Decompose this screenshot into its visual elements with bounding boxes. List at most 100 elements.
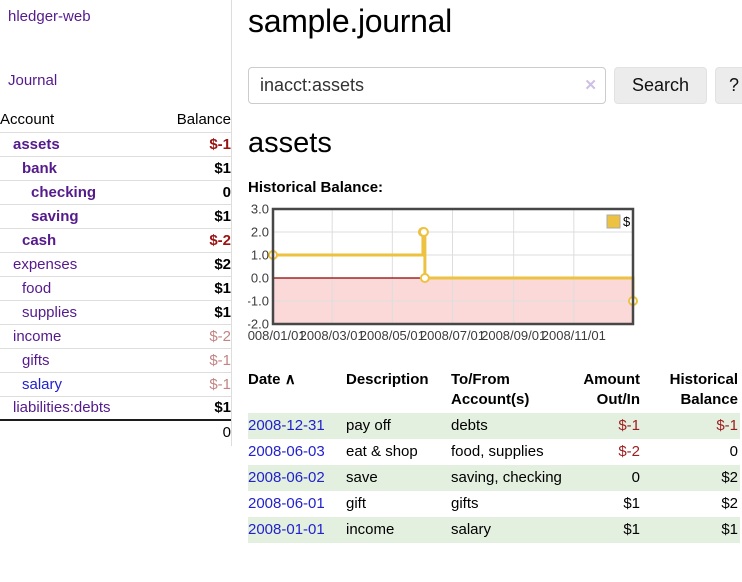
svg-text:0.0: 0.0 xyxy=(251,271,269,286)
sort-asc-icon: ∧ xyxy=(284,371,296,388)
transaction-date-link[interactable]: 2008-01-01 xyxy=(248,521,325,538)
chart-title-label: Historical Balance: xyxy=(248,179,384,196)
account-row: expenses $2 xyxy=(0,252,231,277)
transaction-date-link[interactable]: 2008-06-01 xyxy=(248,495,325,512)
col-header-description: Description xyxy=(346,371,429,388)
svg-text:3.0: 3.0 xyxy=(251,202,269,217)
col-header-balance: Historical Balance xyxy=(669,371,738,408)
svg-text:2.0: 2.0 xyxy=(251,225,269,240)
transaction-balance: $2 xyxy=(721,469,738,486)
account-row: gifts $-1 xyxy=(0,348,231,373)
account-row: cash $-2 xyxy=(0,228,231,253)
accounts-table: Account Balance assets $-1 bank $1 check… xyxy=(0,108,231,444)
transaction-row: 2008-06-02 save saving, checking 0 $2 xyxy=(248,465,740,491)
account-row: supplies $1 xyxy=(0,300,231,325)
transaction-row: 2008-12-31 pay off debts $-1 $-1 xyxy=(248,413,740,439)
account-link[interactable]: assets xyxy=(13,135,60,153)
account-link[interactable]: liabilities:debts xyxy=(13,399,111,417)
accounts-total-row: 0 xyxy=(0,419,231,444)
transaction-amount: $-2 xyxy=(618,443,640,460)
transaction-description: pay off xyxy=(346,417,391,434)
transaction-description: save xyxy=(346,469,378,486)
svg-text:2008/01/01: 2008/01/01 xyxy=(248,328,306,343)
transaction-accounts: food, supplies xyxy=(451,443,544,460)
transaction-description: eat & shop xyxy=(346,443,418,460)
transaction-row: 2008-01-01 income salary $1 $1 xyxy=(248,517,740,543)
transaction-amount: $-1 xyxy=(618,417,640,434)
svg-text:2008/07/01: 2008/07/01 xyxy=(420,328,485,343)
account-balance: $-1 xyxy=(154,132,231,157)
page-title: sample.journal xyxy=(248,3,452,39)
account-balance: $-1 xyxy=(154,372,231,397)
account-link[interactable]: supplies xyxy=(22,303,78,321)
accounts-header-balance: Balance xyxy=(154,108,231,133)
transaction-balance: $-1 xyxy=(716,417,738,434)
svg-text:-2.0: -2.0 xyxy=(248,317,269,332)
svg-text:-1.0: -1.0 xyxy=(248,294,269,309)
account-link[interactable]: expenses xyxy=(13,255,78,273)
account-heading: assets xyxy=(248,127,332,159)
account-link[interactable]: checking xyxy=(31,183,97,201)
account-row: salary $-1 xyxy=(0,372,231,397)
transactions-table: Date ∧ Description To/From Account(s) Am… xyxy=(248,367,740,543)
account-balance: 0 xyxy=(154,180,231,205)
transaction-amount: $1 xyxy=(623,521,640,538)
accounts-header-row: Account Balance xyxy=(0,108,231,133)
account-balance: $1 xyxy=(154,396,231,421)
account-balance: $-2 xyxy=(154,228,231,253)
accounts-header-account: Account xyxy=(0,108,155,133)
account-row: saving $1 xyxy=(0,204,231,229)
account-balance: $1 xyxy=(154,276,231,301)
help-button[interactable]: ? xyxy=(715,67,742,104)
account-link[interactable]: salary xyxy=(22,375,63,393)
account-row: assets $-1 xyxy=(0,132,231,157)
col-header-date[interactable]: Date ∧ xyxy=(248,371,296,388)
account-link[interactable]: cash xyxy=(22,231,57,249)
search-button[interactable]: Search xyxy=(614,67,708,104)
account-link[interactable]: food xyxy=(22,279,52,297)
transactions-table-body: 2008-12-31 pay off debts $-1 $-1 2008-06… xyxy=(248,413,740,543)
transaction-amount: 0 xyxy=(631,469,640,486)
transaction-balance: $2 xyxy=(721,495,738,512)
transaction-accounts: salary xyxy=(451,521,492,538)
account-balance: $1 xyxy=(154,300,231,325)
search-input[interactable] xyxy=(248,67,606,104)
transaction-date-link[interactable]: 2008-06-02 xyxy=(248,469,325,486)
transactions-header-row: Date ∧ Description To/From Account(s) Am… xyxy=(248,367,740,413)
svg-text:2008/09/01: 2008/09/01 xyxy=(481,328,546,343)
brand-link[interactable]: hledger-web xyxy=(8,8,91,25)
transaction-date-link[interactable]: 2008-06-03 xyxy=(248,443,325,460)
accounts-table-body: assets $-1 bank $1 checking 0 saving $1 … xyxy=(0,132,231,421)
transaction-description: gift xyxy=(346,495,367,512)
account-link[interactable]: bank xyxy=(22,159,58,177)
svg-text:2008/03/01: 2008/03/01 xyxy=(300,328,365,343)
historical-balance-chart: $3.0 2.0 1.0 0.0 -1.0 -2.02008/01/012008/03/0… xyxy=(240,202,742,349)
transaction-amount: $1 xyxy=(623,495,640,512)
transaction-row: 2008-06-03 eat & shop food, supplies $-2… xyxy=(248,439,740,465)
account-balance: $-2 xyxy=(154,324,231,349)
svg-text:1.0: 1.0 xyxy=(251,248,269,263)
account-link[interactable]: saving xyxy=(31,207,79,225)
transaction-accounts: gifts xyxy=(451,495,479,512)
transaction-row: 2008-06-01 gift gifts $1 $2 xyxy=(248,491,740,517)
account-balance: $1 xyxy=(154,156,231,181)
account-row: checking 0 xyxy=(0,180,231,205)
sidebar: hledger-web Journal Account Balance asse… xyxy=(0,0,232,446)
account-row: liabilities:debts $1 xyxy=(0,396,231,421)
transaction-accounts: saving, checking xyxy=(451,469,562,486)
account-balance: $1 xyxy=(154,204,231,229)
transaction-date-link[interactable]: 2008-12-31 xyxy=(248,417,325,434)
account-link[interactable]: gifts xyxy=(22,351,50,369)
legend-swatch xyxy=(606,214,621,229)
search-input-wrap: ✕ xyxy=(248,67,606,104)
legend-label: $ xyxy=(623,214,631,229)
transaction-accounts: debts xyxy=(451,417,488,434)
sidebar-item-journal[interactable]: Journal xyxy=(8,72,58,89)
search-row: ✕ Search ? xyxy=(248,67,742,104)
account-row: food $1 xyxy=(0,276,231,301)
clear-search-icon[interactable]: ✕ xyxy=(584,77,597,94)
account-row: income $-2 xyxy=(0,324,231,349)
account-link[interactable]: income xyxy=(13,327,62,345)
col-header-tofrom: To/From Account(s) xyxy=(451,371,530,408)
